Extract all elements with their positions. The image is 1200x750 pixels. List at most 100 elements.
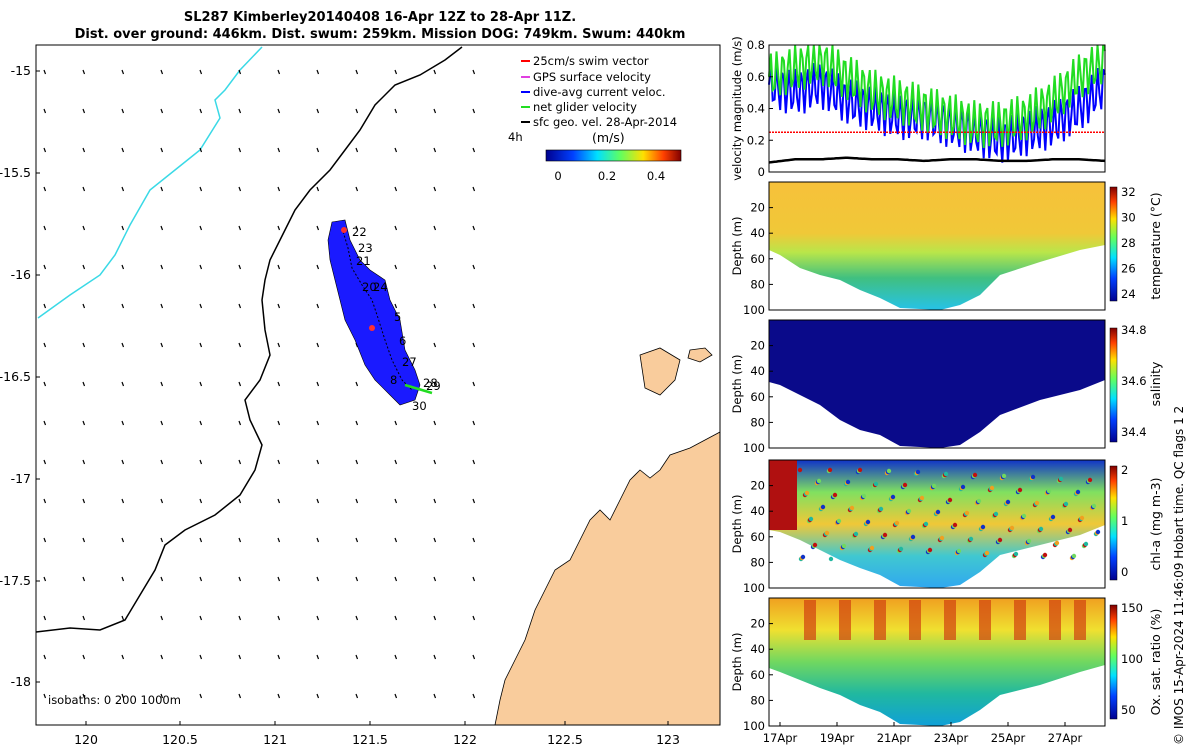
temperature-section	[769, 182, 1105, 310]
velocity-arrow	[238, 654, 242, 660]
velocity-arrow	[199, 693, 203, 699]
chla-sample	[1026, 538, 1032, 544]
chla-high-patch	[769, 460, 797, 530]
velocity-arrow	[394, 108, 398, 114]
salinity-section	[769, 320, 1105, 448]
velocity-arrow	[472, 498, 476, 504]
velocity-arrow	[277, 459, 281, 465]
velocity-arrow	[160, 459, 164, 465]
velocity-arrow	[355, 381, 359, 387]
velocity-arrow	[355, 186, 359, 192]
colorbar-tick: 0	[1121, 565, 1128, 579]
chla-sample	[1034, 500, 1040, 506]
velocity-arrow	[121, 303, 125, 309]
velocity-arrow	[160, 69, 164, 75]
y-tick-label: 0.8	[747, 38, 765, 52]
sfc-geo-velocity-arrows	[43, 69, 476, 699]
chla-sample	[804, 490, 810, 496]
temperature-colorbar	[1109, 186, 1118, 302]
position-marker	[341, 227, 347, 233]
velocity-arrow	[121, 498, 125, 504]
chla-sample	[1087, 477, 1093, 483]
velocity-arrow	[316, 498, 320, 504]
velocity-arrow	[238, 264, 242, 270]
chla-sample	[1071, 553, 1077, 559]
lat-tick-label: -16	[11, 267, 31, 282]
lon-tick-label: 121	[263, 732, 287, 747]
velocity-arrow	[433, 381, 437, 387]
velocity-arrow	[316, 381, 320, 387]
velocity-arrow	[277, 615, 281, 621]
chla-sample	[849, 505, 855, 511]
colorbar-label: chl-a (mg m-3)	[1148, 478, 1163, 571]
chla-sample	[1005, 499, 1011, 505]
velocity-arrow	[121, 576, 125, 582]
oxygen-maximum	[944, 600, 956, 640]
velocity-arrow	[82, 498, 86, 504]
velocity-arrow	[121, 693, 125, 699]
lat-tick-label: -17.5	[0, 573, 31, 588]
velocity-arrow	[121, 186, 125, 192]
velocity-arrow	[355, 615, 359, 621]
y-tick-label: 100	[743, 719, 765, 733]
legend-label: GPS surface velocity	[533, 70, 651, 84]
velocity-arrow	[355, 654, 359, 660]
velocity-arrow	[82, 108, 86, 114]
velocity-arrow	[199, 654, 203, 660]
velocity-arrow	[43, 225, 47, 231]
velocity-arrow	[82, 147, 86, 153]
velocity-arrow	[394, 498, 398, 504]
velocity-arrow	[82, 303, 86, 309]
velocity-arrow	[472, 264, 476, 270]
credit-line: © IMOS 15-Apr-2024 11:46:09 Hobart time.…	[1172, 405, 1186, 745]
velocity-arrow	[472, 615, 476, 621]
chla-sample	[878, 506, 884, 512]
chla-sample	[993, 511, 999, 517]
velocity-arrow	[199, 537, 203, 543]
chla-sample	[845, 479, 851, 485]
colorbar-tick: 32	[1121, 185, 1136, 199]
velocity-arrow	[82, 420, 86, 426]
velocity-arrow	[277, 108, 281, 114]
velocity-arrow	[433, 498, 437, 504]
chla-sample	[820, 504, 826, 510]
velocity-arrow	[43, 498, 47, 504]
velocity-arrow	[433, 342, 437, 348]
y-tick-label: 0	[758, 165, 765, 179]
velocity-arrow	[316, 693, 320, 699]
velocity-arrow	[316, 147, 320, 153]
velocity-arrow	[433, 420, 437, 426]
chla-sample	[1050, 514, 1056, 520]
velocity-arrow	[199, 459, 203, 465]
velocity-arrow	[199, 576, 203, 582]
colorbar-tick: 34.8	[1121, 323, 1147, 337]
land-mass	[494, 431, 720, 725]
y-tick-label: 40	[750, 364, 765, 378]
velocity-arrow	[82, 342, 86, 348]
y-tick-label: 40	[750, 642, 765, 656]
velocity-arrow	[238, 225, 242, 231]
velocity-arrow	[238, 147, 242, 153]
figure-title-line2: Dist. over ground: 446km. Dist. swum: 25…	[74, 27, 686, 42]
velocity-arrow	[355, 459, 359, 465]
velocity-arrow	[160, 225, 164, 231]
chla-sample	[943, 471, 949, 477]
velocity-arrow	[472, 69, 476, 75]
chla-panel	[768, 459, 1106, 589]
velocity-arrow	[472, 459, 476, 465]
velocity-arrow	[277, 420, 281, 426]
lon-tick-label: 122.5	[547, 732, 583, 747]
colorbar-tick: 1	[1121, 514, 1128, 528]
velocity-arrow	[82, 654, 86, 660]
velocity-arrow	[199, 186, 203, 192]
velocity-arrow	[43, 693, 47, 699]
salinity-colorbar	[1109, 327, 1118, 443]
chla-sample	[902, 482, 908, 488]
velocity-arrow	[433, 459, 437, 465]
velocity-arrow	[394, 225, 398, 231]
chla-sample	[1058, 476, 1064, 482]
colorbar-label: temperature (°C)	[1148, 192, 1163, 299]
velocity-arrow	[82, 381, 86, 387]
velocity-arrow	[43, 615, 47, 621]
velocity-arrow	[43, 69, 47, 75]
